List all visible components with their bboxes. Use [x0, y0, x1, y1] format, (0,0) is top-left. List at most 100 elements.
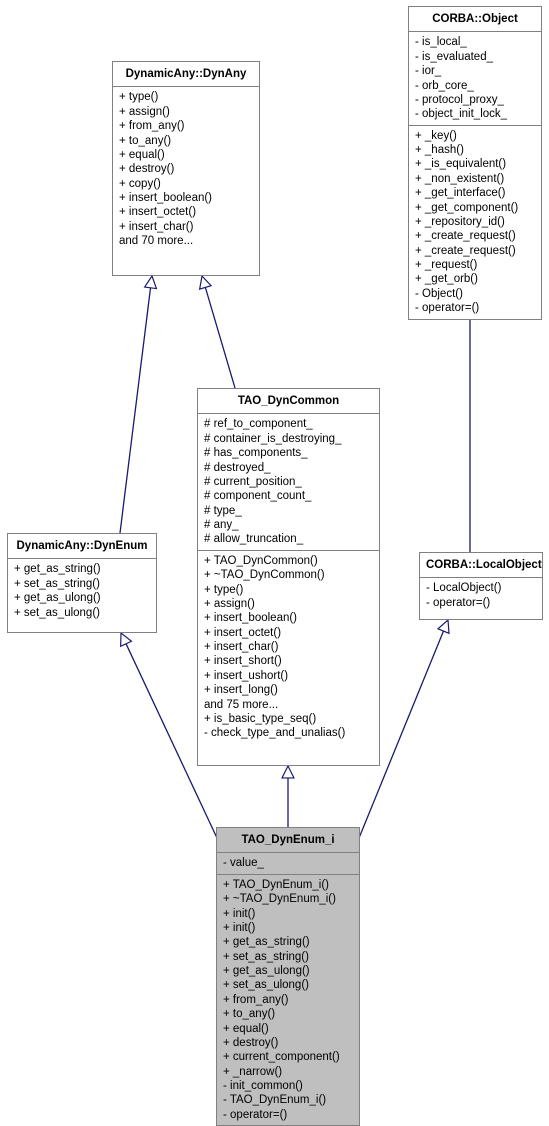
member-row: - orb_core_	[415, 79, 535, 93]
member-row: # destroyed_	[204, 461, 373, 475]
member-row: and 75 more...	[204, 698, 373, 712]
member-row: + is_basic_type_seq()	[204, 712, 373, 726]
member-row: + insert_ushort()	[204, 669, 373, 683]
member-row: + assign()	[204, 597, 373, 611]
member-row: - operator=()	[415, 301, 535, 315]
class-title: TAO_DynCommon	[198, 389, 379, 413]
member-row: + get_as_string()	[223, 935, 353, 949]
member-row: - is_evaluated_	[415, 50, 535, 64]
member-row: + ~TAO_DynCommon()	[204, 568, 373, 582]
member-row: + TAO_DynCommon()	[204, 554, 373, 568]
member-row: + _is_equivalent()	[415, 157, 535, 171]
member-row: - LocalObject()	[426, 581, 536, 595]
member-row: + destroy()	[223, 1036, 353, 1050]
member-row: # any_	[204, 518, 373, 532]
member-row: + _get_component()	[415, 201, 535, 215]
member-row: + _get_interface()	[415, 186, 535, 200]
member-row: + get_as_ulong()	[14, 591, 150, 605]
member-row: + copy()	[119, 177, 253, 191]
member-row: + set_as_string()	[223, 950, 353, 964]
member-row: + get_as_ulong()	[223, 964, 353, 978]
member-row: - operator=()	[223, 1108, 353, 1122]
member-row: - operator=()	[426, 596, 536, 610]
member-row: + insert_long()	[204, 683, 373, 697]
member-row: + _hash()	[415, 143, 535, 157]
member-row: # component_count_	[204, 489, 373, 503]
member-row: + current_component()	[223, 1050, 353, 1064]
member-row: # type_	[204, 504, 373, 518]
member-row: + _get_orb()	[415, 272, 535, 286]
class-section: - LocalObject()- operator=()	[420, 577, 542, 613]
member-row: + type()	[119, 90, 253, 104]
member-row: + init()	[223, 907, 353, 921]
edge-dynenum-to-dynany	[120, 276, 152, 533]
member-row: - value_	[223, 856, 353, 870]
member-row: - is_local_	[415, 35, 535, 49]
class-section: + get_as_string()+ set_as_string()+ get_…	[8, 558, 156, 623]
member-row: - check_type_and_unalias()	[204, 726, 373, 740]
class-section: # ref_to_component_# container_is_destro…	[198, 413, 379, 549]
member-row: + insert_octet()	[119, 205, 253, 219]
member-row: + type()	[204, 583, 373, 597]
class-section: - value_	[217, 852, 359, 873]
member-row: + _create_request()	[415, 244, 535, 258]
member-row: + _repository_id()	[415, 215, 535, 229]
member-row: - Object()	[415, 287, 535, 301]
class-section: + type()+ assign()+ from_any()+ to_any()…	[113, 86, 259, 251]
class-section: + TAO_DynCommon()+ ~TAO_DynCommon()+ typ…	[198, 550, 379, 744]
member-row: + init()	[223, 921, 353, 935]
member-row: + from_any()	[119, 119, 253, 133]
member-row: and 70 more...	[119, 234, 253, 248]
member-row: + _non_existent()	[415, 172, 535, 186]
member-row: + assign()	[119, 105, 253, 119]
member-row: # allow_truncation_	[204, 532, 373, 546]
member-row: + set_as_ulong()	[14, 606, 150, 620]
member-row: + get_as_string()	[14, 562, 150, 576]
class-title: TAO_DynEnum_i	[217, 828, 359, 852]
class-box-tao_dynenum_i[interactable]: TAO_DynEnum_i- value_+ TAO_DynEnum_i()+ …	[216, 827, 360, 1126]
member-row: + insert_boolean()	[204, 611, 373, 625]
member-row: + to_any()	[119, 134, 253, 148]
member-row: + destroy()	[119, 162, 253, 176]
member-row: + from_any()	[223, 993, 353, 1007]
member-row: + insert_char()	[119, 220, 253, 234]
class-title: CORBA::LocalObject	[420, 553, 542, 577]
class-section: + TAO_DynEnum_i()+ ~TAO_DynEnum_i()+ ini…	[217, 874, 359, 1125]
member-row: + insert_boolean()	[119, 191, 253, 205]
member-row: - ior_	[415, 64, 535, 78]
member-row: + _narrow()	[223, 1065, 353, 1079]
member-row: + insert_octet()	[204, 626, 373, 640]
class-box-corba_localobject[interactable]: CORBA::LocalObject- LocalObject()- opera…	[419, 552, 543, 620]
class-section: - is_local_- is_evaluated_- ior_- orb_co…	[409, 31, 541, 124]
class-title: DynamicAny::DynEnum	[8, 534, 156, 558]
member-row: + to_any()	[223, 1007, 353, 1021]
member-row: + _key()	[415, 129, 535, 143]
class-box-dynany[interactable]: DynamicAny::DynAny+ type()+ assign()+ fr…	[112, 61, 260, 276]
member-row: - TAO_DynEnum_i()	[223, 1093, 353, 1107]
member-row: + set_as_string()	[14, 577, 150, 591]
member-row: + insert_char()	[204, 640, 373, 654]
member-row: - protocol_proxy_	[415, 93, 535, 107]
edge-tao_dyncommon-to-dynany	[202, 276, 235, 388]
member-row: + equal()	[223, 1022, 353, 1036]
member-row: + set_as_ulong()	[223, 978, 353, 992]
class-title: CORBA::Object	[409, 7, 541, 31]
member-row: + TAO_DynEnum_i()	[223, 878, 353, 892]
member-row: # current_position_	[204, 475, 373, 489]
member-row: + _create_request()	[415, 229, 535, 243]
member-row: + insert_short()	[204, 654, 373, 668]
member-row: - init_common()	[223, 1079, 353, 1093]
member-row: # has_components_	[204, 446, 373, 460]
uml-inheritance-diagram: DynamicAny::DynAny+ type()+ assign()+ fr…	[0, 0, 549, 1117]
member-row: + ~TAO_DynEnum_i()	[223, 892, 353, 906]
class-box-tao_dyncommon[interactable]: TAO_DynCommon# ref_to_component_# contai…	[197, 388, 380, 766]
member-row: + equal()	[119, 148, 253, 162]
member-row: + _request()	[415, 258, 535, 272]
class-box-dynenum[interactable]: DynamicAny::DynEnum+ get_as_string()+ se…	[7, 533, 157, 633]
member-row: - object_init_lock_	[415, 107, 535, 121]
member-row: # container_is_destroying_	[204, 432, 373, 446]
class-box-corba_object[interactable]: CORBA::Object- is_local_- is_evaluated_-…	[408, 6, 542, 320]
class-title: DynamicAny::DynAny	[113, 62, 259, 86]
class-section: + _key()+ _hash()+ _is_equivalent()+ _no…	[409, 125, 541, 319]
member-row: # ref_to_component_	[204, 417, 373, 431]
